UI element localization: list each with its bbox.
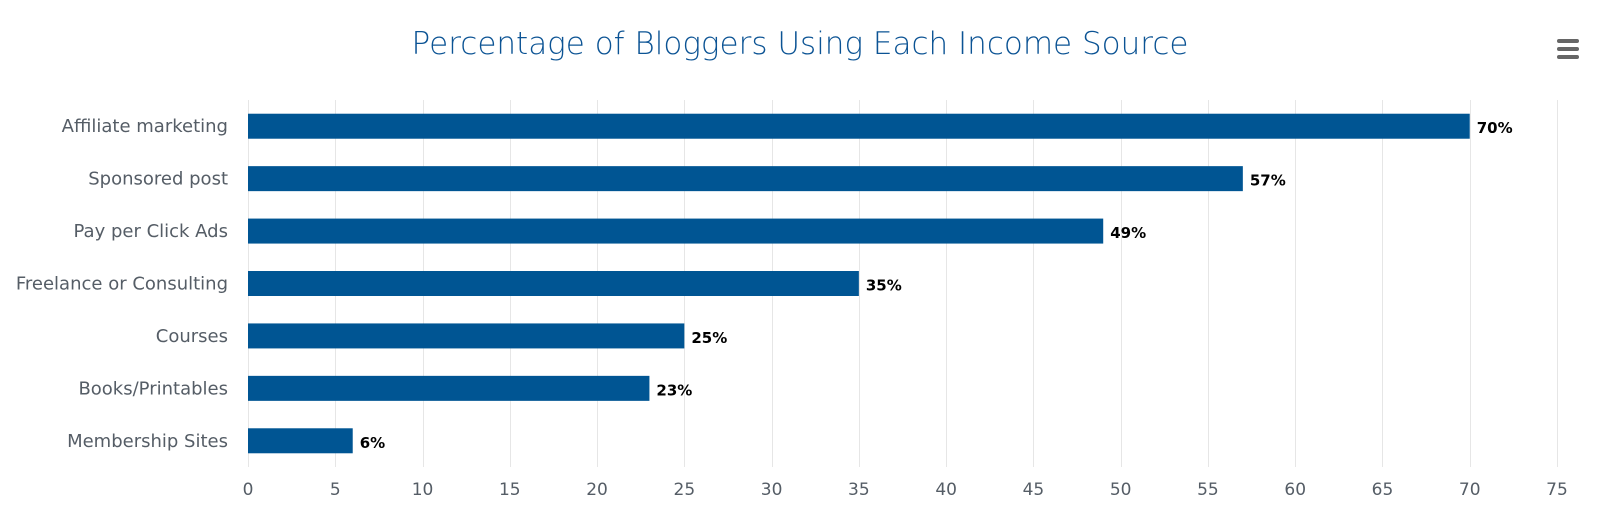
x-tick-label: 55 [1197, 480, 1219, 500]
x-tick-label: 10 [412, 480, 434, 500]
data-label: 25% [691, 329, 727, 347]
bar[interactable] [248, 166, 1243, 192]
category-label: Affiliate marketing [62, 116, 228, 137]
data-label: 23% [656, 381, 692, 399]
chart-title: Percentage of Bloggers Using Each Income… [411, 26, 1189, 62]
x-tick-label: 40 [935, 480, 957, 500]
x-tick-label: 25 [674, 480, 696, 500]
bar[interactable] [248, 323, 685, 349]
x-tick-label: 35 [848, 480, 870, 500]
x-tick-label: 70 [1459, 480, 1481, 500]
x-tick-label: 45 [1023, 480, 1045, 500]
data-label: 49% [1110, 224, 1146, 242]
data-label: 57% [1250, 172, 1286, 190]
x-axis-tick-labels: 0 5 10 15 20 25 30 35 40 45 50 55 60 65 70 75 [243, 480, 1568, 500]
x-tick-label: 15 [499, 480, 521, 500]
category-label: Sponsored post [88, 169, 228, 190]
category-label: Books/Printables [78, 378, 228, 399]
category-label: Membership Sites [67, 431, 228, 452]
bar[interactable] [248, 428, 353, 454]
x-tick-label: 50 [1110, 480, 1132, 500]
x-tick-label: 0 [243, 480, 254, 500]
data-label: 35% [866, 277, 902, 295]
bar[interactable] [248, 218, 1104, 244]
data-label: 6% [360, 434, 385, 452]
category-label: Pay per Click Ads [74, 221, 229, 242]
x-tick-label: 60 [1284, 480, 1306, 500]
bars [248, 113, 1470, 454]
data-labels: 70% 57% 49% 35% 25% 23% 6% [360, 119, 1513, 452]
x-tick-label: 65 [1372, 480, 1394, 500]
hamburger-menu-icon [1557, 39, 1579, 59]
category-labels: Affiliate marketing Sponsored post Pay per… [16, 116, 228, 452]
x-tick-label: 30 [761, 480, 783, 500]
category-label: Courses [156, 326, 228, 347]
data-label: 70% [1477, 119, 1513, 137]
bar[interactable] [248, 113, 1470, 139]
chart-menu-button[interactable] [1556, 36, 1582, 62]
bar[interactable] [248, 375, 650, 401]
x-tick-label: 75 [1546, 480, 1568, 500]
x-tick-label: 20 [586, 480, 608, 500]
category-label: Freelance or Consulting [16, 274, 228, 295]
x-tick-label: 5 [330, 480, 341, 500]
bar[interactable] [248, 271, 859, 296]
